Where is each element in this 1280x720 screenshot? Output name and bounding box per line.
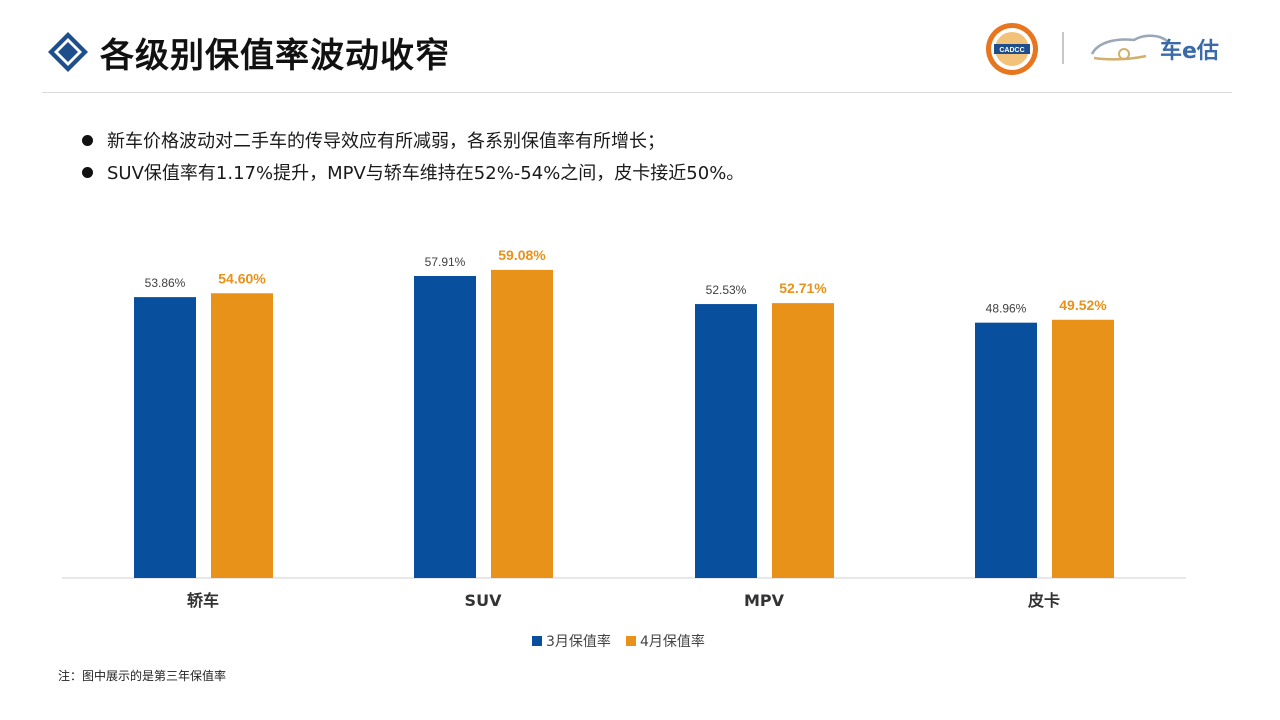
- data-label-mar-0: 53.86%: [145, 276, 186, 290]
- data-label-mar-2: 52.53%: [706, 283, 747, 297]
- bar-mar-2: [695, 304, 757, 578]
- bullet-dot: [82, 166, 93, 178]
- page-header: 各级别保值率波动收窄: [46, 26, 450, 78]
- bar-apr-2: [772, 303, 834, 578]
- legend-label-1: 4月保值率: [640, 633, 705, 650]
- bar-mar-3: [975, 322, 1037, 578]
- cadcc-seal-logo: CADCC: [986, 23, 1038, 75]
- data-label-mar-1: 57.91%: [425, 255, 466, 269]
- header-divider: [42, 92, 1232, 93]
- category-label-0: 轿车: [187, 591, 219, 610]
- bullet-list: 新车价格波动对二手车的传导效应有所减弱，各系别保值率有所增长； SUV保值率有1…: [82, 124, 744, 188]
- brand-car-logo: 车e估: [1090, 34, 1219, 64]
- data-label-apr-0: 54.60%: [218, 270, 266, 286]
- category-label-2: MPV: [744, 591, 785, 610]
- data-label-mar-3: 48.96%: [986, 302, 1027, 316]
- legend-swatch-0: [532, 636, 542, 646]
- bullet-dot: [82, 134, 93, 146]
- bullet-item: SUV保值率有1.17%提升，MPV与轿车维持在52%-54%之间，皮卡接近50…: [82, 156, 744, 188]
- bullet-item: 新车价格波动对二手车的传导效应有所减弱，各系别保值率有所增长；: [82, 124, 744, 156]
- bullet-text: 新车价格波动对二手车的传导效应有所减弱，各系别保值率有所增长；: [107, 131, 665, 152]
- bullet-text: SUV保值率有1.17%提升，MPV与轿车维持在52%-54%之间，皮卡接近50…: [107, 163, 745, 184]
- category-label-1: SUV: [465, 591, 503, 610]
- diamond-icon: [48, 32, 88, 72]
- page-title: 各级别保值率波动收窄: [100, 35, 450, 76]
- category-label-3: 皮卡: [1027, 591, 1060, 610]
- bar-mar-1: [414, 276, 476, 578]
- legend-swatch-1: [626, 636, 636, 646]
- bar-apr-0: [211, 293, 273, 578]
- bar-apr-3: [1052, 319, 1114, 578]
- data-label-apr-3: 49.52%: [1059, 297, 1107, 313]
- bar-mar-0: [134, 297, 196, 578]
- bar-apr-1: [491, 269, 553, 578]
- data-label-apr-1: 59.08%: [498, 247, 546, 263]
- logo-separator: [1062, 32, 1064, 64]
- svg-text:CADCC: CADCC: [999, 47, 1024, 54]
- svg-text:车e估: 车e估: [1160, 38, 1219, 64]
- legend-label-0: 3月保值率: [546, 633, 611, 650]
- footnote: 注：图中展示的是第三年保值率: [58, 669, 227, 683]
- data-label-apr-2: 52.71%: [779, 280, 827, 296]
